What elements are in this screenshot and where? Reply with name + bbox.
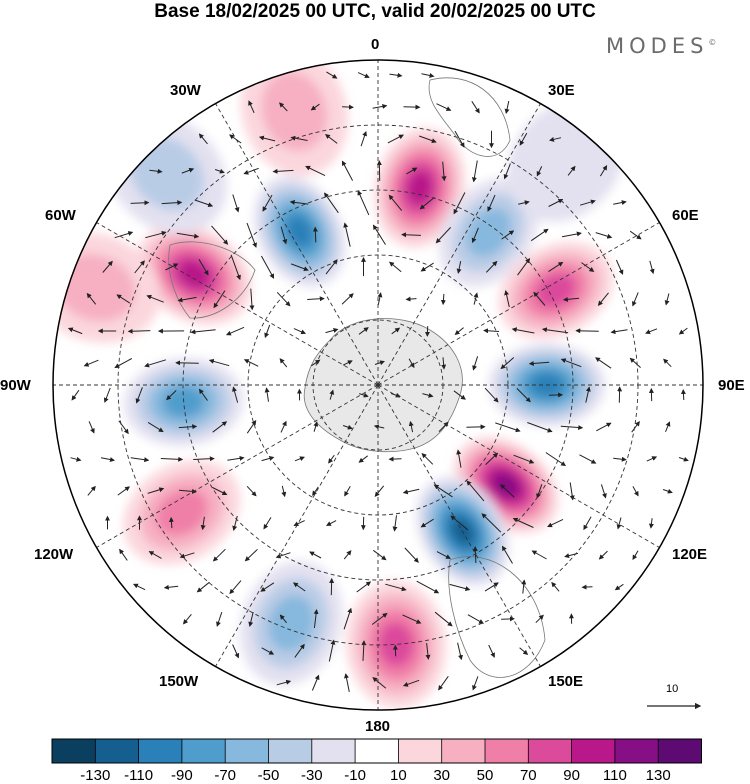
colorbar-tick-label: -130 xyxy=(80,767,110,784)
colorbar-swatch xyxy=(572,739,616,763)
colorbar-swatch xyxy=(442,739,486,763)
lon-label-0: 0 xyxy=(371,36,379,53)
colorbar-swatch xyxy=(269,739,313,763)
lon-label-120e: 120E xyxy=(672,546,707,563)
colorbar-swatch xyxy=(658,739,702,763)
colorbar-tick-label: -90 xyxy=(171,767,193,784)
colorbar-tick-label: -110 xyxy=(124,767,153,784)
colorbar-swatch xyxy=(52,739,96,763)
colorbar-tick-label: 130 xyxy=(646,767,671,784)
lon-label-90e: 90E xyxy=(718,377,745,394)
colorbar-tick-label: 50 xyxy=(477,767,494,784)
colorbar-tick-label: 110 xyxy=(603,767,627,784)
lon-label-30w: 30W xyxy=(170,82,201,99)
wind-vector xyxy=(583,587,593,588)
colorbar-tick-label: 70 xyxy=(520,767,537,784)
colorbar-tick-label: 10 xyxy=(390,767,407,784)
colorbar-tick-label: 90 xyxy=(563,767,580,784)
lon-label-60e: 60E xyxy=(672,207,699,224)
wind-vector xyxy=(576,331,598,332)
colorbar-swatch xyxy=(355,739,399,763)
lon-label-180: 180 xyxy=(365,718,390,735)
colorbar-tick-label: 30 xyxy=(433,767,450,784)
lon-label-150w: 150W xyxy=(159,673,198,690)
wind-vector xyxy=(466,427,484,428)
wind-vector xyxy=(315,228,316,243)
colorbar-swatch xyxy=(398,739,442,763)
colorbar-tick-label: -10 xyxy=(344,767,366,784)
colorbar-tick-label: -30 xyxy=(301,767,323,784)
colorbar xyxy=(52,739,702,763)
lon-label-60w: 60W xyxy=(45,207,76,224)
colorbar-swatch xyxy=(182,739,226,763)
wind-vector xyxy=(342,107,353,108)
wind-vector xyxy=(683,390,684,400)
colorbar-swatch xyxy=(95,739,139,763)
colorbar-swatch xyxy=(139,739,183,763)
colorbar-swatch xyxy=(225,739,269,763)
colorbar-swatch xyxy=(615,739,659,763)
colorbar-swatch xyxy=(485,739,529,763)
vector-reference-label: 10 xyxy=(666,683,678,695)
lon-label-90w: 90W xyxy=(0,377,31,394)
colorbar-swatch xyxy=(528,739,572,763)
lon-label-150e: 150E xyxy=(548,673,583,690)
lon-label-30e: 30E xyxy=(548,82,575,99)
lon-label-120w: 120W xyxy=(34,546,73,563)
colorbar-tick-label: -70 xyxy=(214,767,236,784)
colorbar-swatch xyxy=(312,739,356,763)
colorbar-tick-label: -50 xyxy=(258,767,280,784)
